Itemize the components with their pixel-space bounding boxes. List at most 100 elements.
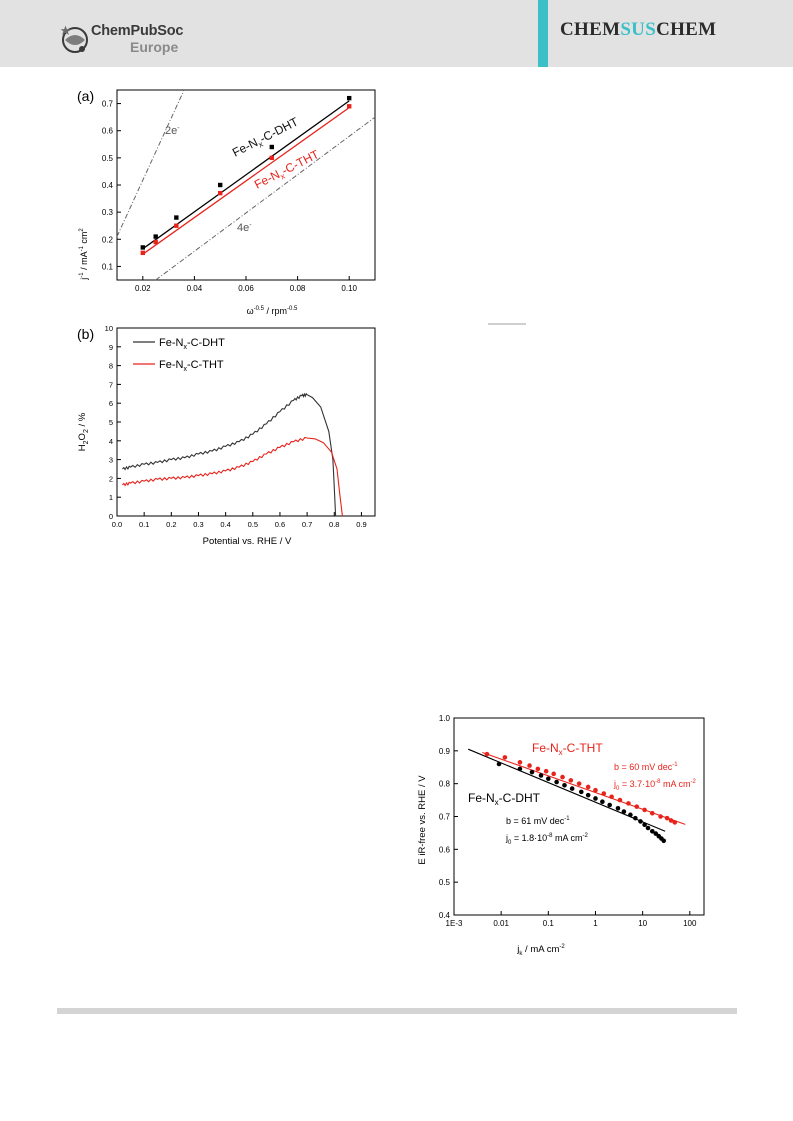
y-tick-label-c: 0.9	[439, 747, 451, 756]
data-point-c	[576, 781, 582, 786]
y-tick-label-b: 6	[109, 399, 113, 408]
x-tick-label-b: 0.1	[139, 520, 149, 529]
x-tick-label-b: 0.8	[329, 520, 339, 529]
y-axis-label-b: H2O2 / %	[77, 412, 90, 451]
x-tick-label-a: 0.02	[135, 284, 151, 293]
y-tick-label-c: 0.8	[439, 780, 451, 789]
y-tick-label-b: 3	[109, 456, 113, 465]
x-tick-label-a: 0.06	[238, 284, 254, 293]
data-point-c	[593, 787, 598, 793]
chempubsoc-globe-icon	[60, 25, 88, 53]
data-point-c	[615, 805, 621, 811]
annot-dht-j0: j0 = 1.8·10-8 mA cm-2	[505, 833, 588, 846]
data-point-c	[527, 763, 532, 768]
data-point-a	[218, 182, 223, 188]
y-axis-label-a: j-1 / mA-1 cm2	[79, 228, 89, 281]
footer-rule	[57, 1008, 737, 1014]
panel-label-a: (a)	[77, 88, 94, 104]
data-point-c	[502, 755, 508, 760]
data-point-c	[593, 796, 598, 801]
annot-tht-j0: j0 = 3.7·10-8 mA cm-2	[613, 779, 696, 792]
y-tick-label-b: 8	[109, 362, 113, 371]
data-point-c	[551, 771, 556, 777]
x-tick-label-c: 100	[683, 919, 697, 928]
data-point-c	[626, 801, 631, 806]
publisher-region: Europe	[130, 39, 179, 55]
annot-tht-b: b = 60 mV dec-1	[614, 762, 678, 772]
data-point-c	[484, 751, 490, 757]
data-point-c	[585, 784, 591, 790]
x-axis-label-c: jk / mA cm-2	[516, 944, 565, 957]
header-band	[0, 0, 793, 67]
data-point-c	[568, 778, 574, 783]
series-label-dht-a: Fe-Nx-C-DHT	[230, 114, 302, 161]
data-point-c	[517, 760, 523, 765]
data-point-c	[621, 809, 627, 814]
x-tick-label-b: 0.3	[193, 520, 203, 529]
data-point-c	[638, 819, 643, 824]
data-point-a	[347, 95, 352, 101]
y-axis-label-c: E iR-free vs. RHE / V	[417, 775, 428, 865]
data-point-c	[633, 815, 638, 821]
x-axis-label-b: Potential vs. RHE / V	[203, 536, 292, 547]
annot-dht-name: Fe-Nx-C-DHT	[468, 791, 541, 807]
journal-prefix: CHEM	[560, 19, 621, 40]
y-tick-label-a: 0.4	[102, 181, 114, 190]
journal-accent-bar	[538, 0, 548, 67]
annot-tht-name: Fe-Nx-C-THT	[532, 741, 603, 757]
decorative-dash	[488, 323, 526, 325]
data-point-c	[642, 822, 647, 828]
data-point-c	[554, 779, 559, 785]
data-point-c	[649, 828, 655, 834]
data-point-a	[218, 190, 223, 196]
panel-label-b: (b)	[77, 326, 94, 342]
data-point-c	[634, 804, 640, 809]
data-point-c	[543, 768, 549, 774]
y-tick-label-b: 1	[109, 493, 113, 502]
x-tick-label-b: 0.9	[356, 520, 366, 529]
x-tick-label-a: 0.08	[290, 284, 306, 293]
legend-label-dht: Fe-Nx-C-DHT	[159, 337, 225, 351]
y-tick-label-a: 0.7	[102, 100, 114, 109]
figure-b-plot: (b) 0.0 0.1 0.2 0.3 0.4 0.5 0.6 0.7 0.8 0.9 0 1 2 3 4…	[77, 324, 376, 547]
y-tick-label-a: 0.3	[102, 208, 114, 217]
annot-dht-b: b = 61 mV dec-1	[506, 816, 570, 826]
y-tick-label-a: 0.1	[102, 262, 114, 271]
y-tick-label-c: 0.4	[439, 911, 451, 920]
x-tick-label-c: 0.01	[493, 919, 509, 928]
y-tick-label-b: 4	[109, 437, 113, 446]
y-tick-label-b: 0	[109, 512, 113, 521]
x-tick-label-b: 0.0	[112, 520, 122, 529]
data-point-a	[269, 155, 274, 161]
data-point-a	[140, 250, 145, 256]
x-tick-label-b: 0.4	[220, 520, 230, 529]
line-label-2e: 2e-	[165, 125, 180, 137]
series-line-b-0	[122, 392, 337, 517]
y-tick-label-a: 0.6	[102, 127, 114, 136]
data-point-c	[668, 818, 674, 823]
x-tick-label-c: 10	[638, 919, 647, 928]
data-point-c	[560, 774, 565, 780]
figure-a-plot: (a) 0.02 0.04 0.06 0.08 0.10 0.1 0.2 0.3 0.4 0.5…	[77, 88, 376, 316]
x-tick-label-b: 0.7	[302, 520, 312, 529]
data-point-c	[664, 815, 670, 821]
y-tick-label-c: 0.6	[439, 845, 451, 854]
data-point-c	[529, 769, 535, 775]
data-point-c	[578, 789, 584, 795]
data-point-c	[496, 761, 502, 767]
y-tick-label-b: 5	[109, 418, 113, 427]
data-point-c	[607, 802, 612, 808]
x-tick-label-a: 0.04	[187, 284, 203, 293]
y-tick-label-b: 2	[109, 474, 113, 483]
publisher-name: ChemPubSoc	[91, 23, 184, 39]
data-point-c	[535, 766, 541, 772]
y-tick-label-c: 0.5	[439, 878, 451, 887]
data-point-c	[609, 794, 614, 800]
y-tick-label-a: 0.5	[102, 154, 114, 163]
data-point-c	[517, 766, 523, 772]
y-tick-label-a: 0.2	[102, 235, 114, 244]
x-tick-label-c: 0.1	[543, 919, 555, 928]
fit-line-a-1	[142, 107, 350, 255]
y-tick-label-c: 1.0	[439, 714, 451, 723]
journal-suffix: CHEM	[656, 19, 717, 40]
